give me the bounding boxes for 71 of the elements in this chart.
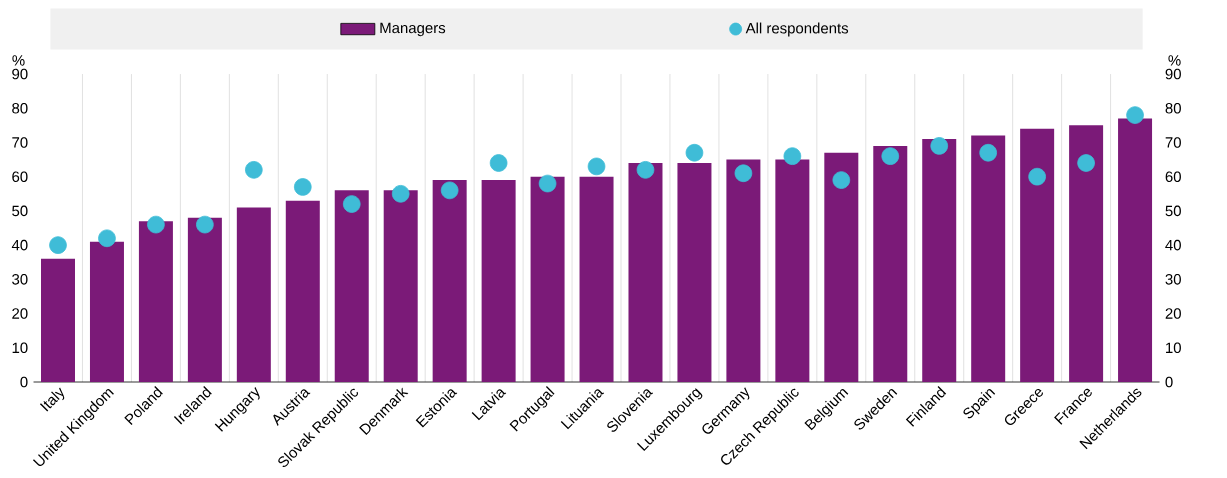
point [245, 161, 263, 179]
y2-tick-label: 80 [1165, 102, 1181, 114]
y2-tick-label: 90 [1165, 68, 1181, 80]
y-tick-label: 0 [20, 376, 28, 388]
point [685, 143, 704, 162]
bar [726, 159, 761, 382]
bar [236, 207, 271, 382]
bar [530, 176, 565, 382]
bar [334, 190, 369, 382]
bar [775, 159, 810, 382]
bar [922, 139, 957, 382]
y2-tick-label: 20 [1165, 308, 1181, 319]
y-tick-label: 10 [12, 342, 28, 354]
bar [873, 145, 908, 382]
bar [89, 241, 124, 382]
bar [187, 217, 222, 382]
bar [138, 221, 173, 382]
bar [579, 176, 614, 382]
point [196, 215, 214, 234]
y-tick-label: 60 [12, 171, 28, 182]
bar [41, 258, 75, 382]
point [930, 137, 949, 155]
y-tick-label: 20 [12, 308, 28, 319]
point [783, 147, 802, 165]
y-tick-label: 40 [11, 239, 28, 251]
y-tick-label: 70 [12, 137, 28, 148]
point [587, 157, 606, 176]
point [734, 164, 753, 183]
y2-tick-label: 40 [1165, 239, 1181, 251]
point [440, 181, 459, 200]
y-tick-label: 50 [12, 205, 28, 217]
y2-tick-label: 50 [1165, 205, 1181, 217]
x-tick-label: Italy [39, 387, 65, 412]
point [1126, 106, 1144, 124]
y2-tick-label: 10 [1166, 342, 1181, 354]
bar [432, 180, 467, 382]
y2-tick-label: 0 [1165, 376, 1173, 388]
legend-label: All respondents [745, 22, 849, 37]
point [342, 195, 361, 213]
point [49, 236, 67, 254]
point [636, 161, 655, 179]
point [293, 178, 312, 196]
point [832, 171, 851, 189]
point [979, 143, 997, 162]
point [881, 147, 900, 165]
point [98, 229, 116, 248]
point [1028, 167, 1046, 186]
bar [1118, 118, 1153, 382]
y-tick-label: 30 [12, 274, 28, 285]
point [538, 174, 557, 193]
y2-tick-label: 70 [1165, 137, 1181, 148]
bar [677, 162, 712, 382]
point [391, 184, 410, 203]
point [147, 215, 165, 234]
legend-label: Managers [380, 22, 446, 37]
point [1077, 154, 1095, 172]
bar [1069, 125, 1104, 382]
y-tick-label: 80 [12, 102, 28, 114]
bar [1020, 128, 1055, 382]
bar [628, 162, 663, 382]
y2-axis-title: % [1168, 55, 1181, 66]
y-tick-label: 90 [12, 68, 28, 80]
bar [824, 152, 859, 382]
y-axis-title: % [12, 55, 25, 66]
bar [285, 200, 320, 382]
point [489, 154, 508, 172]
y2-tick-label: 30 [1165, 274, 1181, 285]
bar [481, 180, 516, 382]
y2-tick-label: 60 [1165, 171, 1181, 182]
bar [383, 190, 418, 382]
bar [971, 135, 1006, 382]
